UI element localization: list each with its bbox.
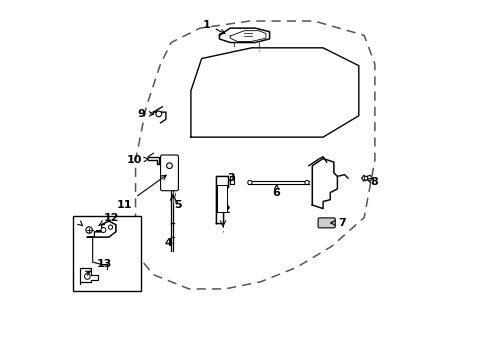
Circle shape xyxy=(101,228,106,233)
Bar xyxy=(73,216,141,291)
Text: 9: 9 xyxy=(137,109,153,119)
Polygon shape xyxy=(80,267,98,284)
Text: 10: 10 xyxy=(126,156,148,165)
Polygon shape xyxy=(312,158,337,208)
Circle shape xyxy=(166,163,172,168)
Text: 6: 6 xyxy=(272,185,280,198)
Text: 12: 12 xyxy=(99,212,119,226)
Polygon shape xyxy=(216,176,228,223)
Text: 8: 8 xyxy=(366,177,377,187)
Circle shape xyxy=(108,225,112,229)
Text: 2: 2 xyxy=(222,205,229,215)
Text: 11: 11 xyxy=(117,175,166,210)
Circle shape xyxy=(84,274,90,279)
Polygon shape xyxy=(87,221,116,237)
Circle shape xyxy=(364,176,367,180)
Text: 1: 1 xyxy=(203,19,224,33)
Circle shape xyxy=(86,227,92,233)
Text: 13: 13 xyxy=(85,259,112,275)
Bar xyxy=(217,185,226,212)
Text: 7: 7 xyxy=(330,218,345,228)
Text: 3: 3 xyxy=(227,173,235,183)
Circle shape xyxy=(156,111,162,117)
Text: 5: 5 xyxy=(174,200,181,210)
Polygon shape xyxy=(219,28,269,42)
Circle shape xyxy=(304,180,308,185)
FancyBboxPatch shape xyxy=(317,218,335,228)
Text: 4: 4 xyxy=(164,238,172,248)
Circle shape xyxy=(247,180,251,185)
Polygon shape xyxy=(361,175,372,181)
FancyBboxPatch shape xyxy=(160,155,178,191)
